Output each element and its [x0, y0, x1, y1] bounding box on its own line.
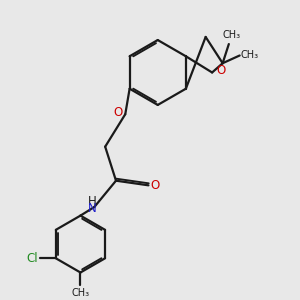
- Text: CH₃: CH₃: [241, 50, 259, 60]
- Text: N: N: [88, 202, 96, 215]
- Text: CH₃: CH₃: [71, 288, 89, 298]
- Text: O: O: [113, 106, 122, 119]
- Text: H: H: [88, 195, 96, 208]
- Text: Cl: Cl: [26, 252, 38, 265]
- Text: CH₃: CH₃: [222, 30, 240, 40]
- Text: O: O: [151, 179, 160, 192]
- Text: O: O: [216, 64, 225, 77]
